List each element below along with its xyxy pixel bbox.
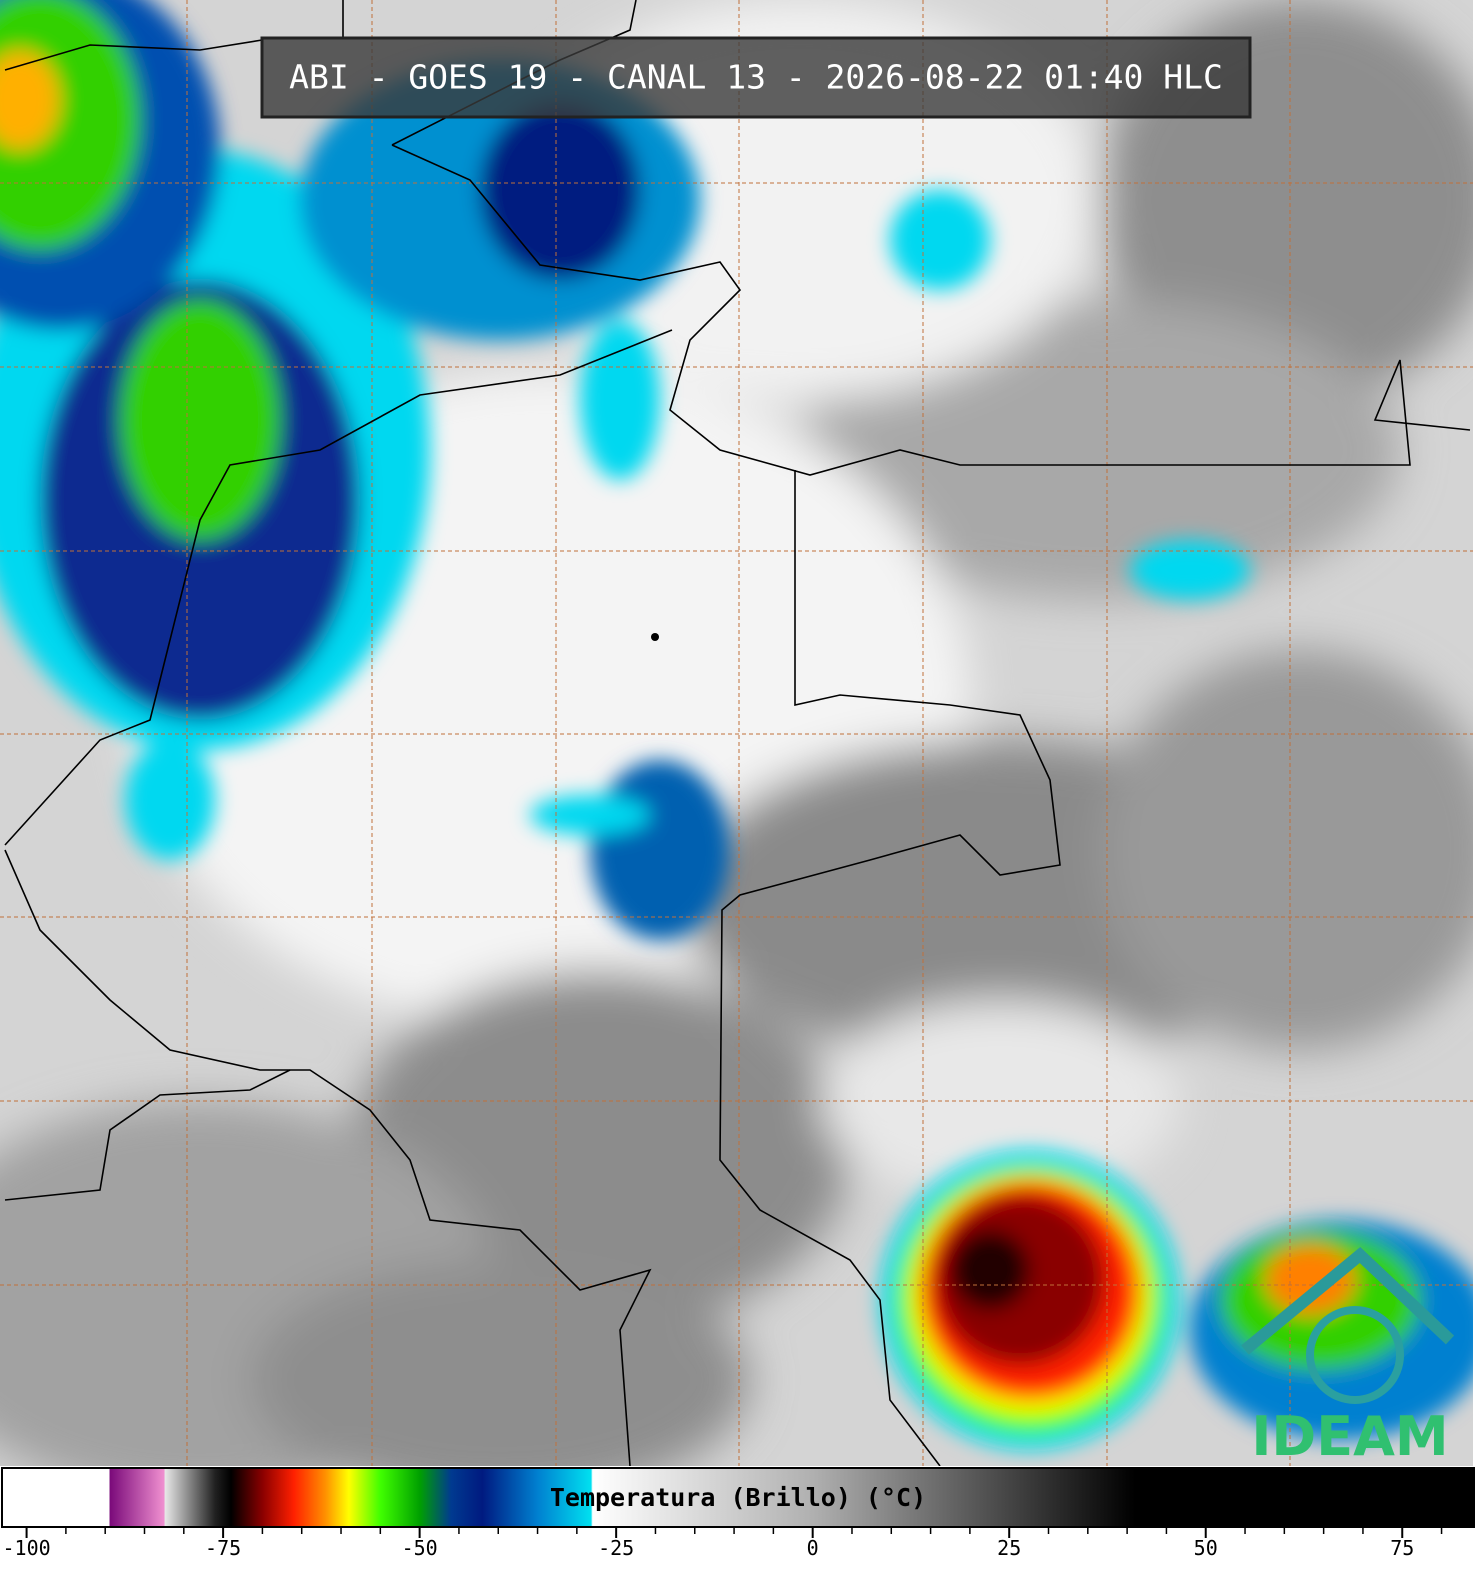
- x-tick-label: -75: [205, 1536, 241, 1560]
- colorbar-gradient: [3, 1469, 1473, 1526]
- map-image: IDEAM: [0, 0, 1473, 1468]
- x-tick-label: 25: [997, 1536, 1021, 1560]
- colorbar-label: Temperatura (Brillo) (°C): [550, 1483, 926, 1512]
- title: ABI - GOES 19 - CANAL 13 - 2026-08-22 01…: [289, 58, 1223, 97]
- title-box: [260, 36, 1252, 119]
- x-tick-label: 75: [1390, 1536, 1414, 1560]
- x-tick-label: 0: [807, 1536, 819, 1560]
- colorbar: Temperatura (Brillo) (°C): [1, 1467, 1475, 1528]
- logo: IDEAM: [1241, 1246, 1455, 1468]
- x-tick-label: -50: [402, 1536, 438, 1560]
- graticule: [0, 0, 1473, 1466]
- borders: [4, 0, 1471, 1466]
- x-tick-label: 50: [1194, 1536, 1218, 1560]
- x-tick-label: -100: [2, 1536, 50, 1560]
- x-tick-label: -25: [598, 1536, 634, 1560]
- logo-text: IDEAM: [1251, 1405, 1448, 1468]
